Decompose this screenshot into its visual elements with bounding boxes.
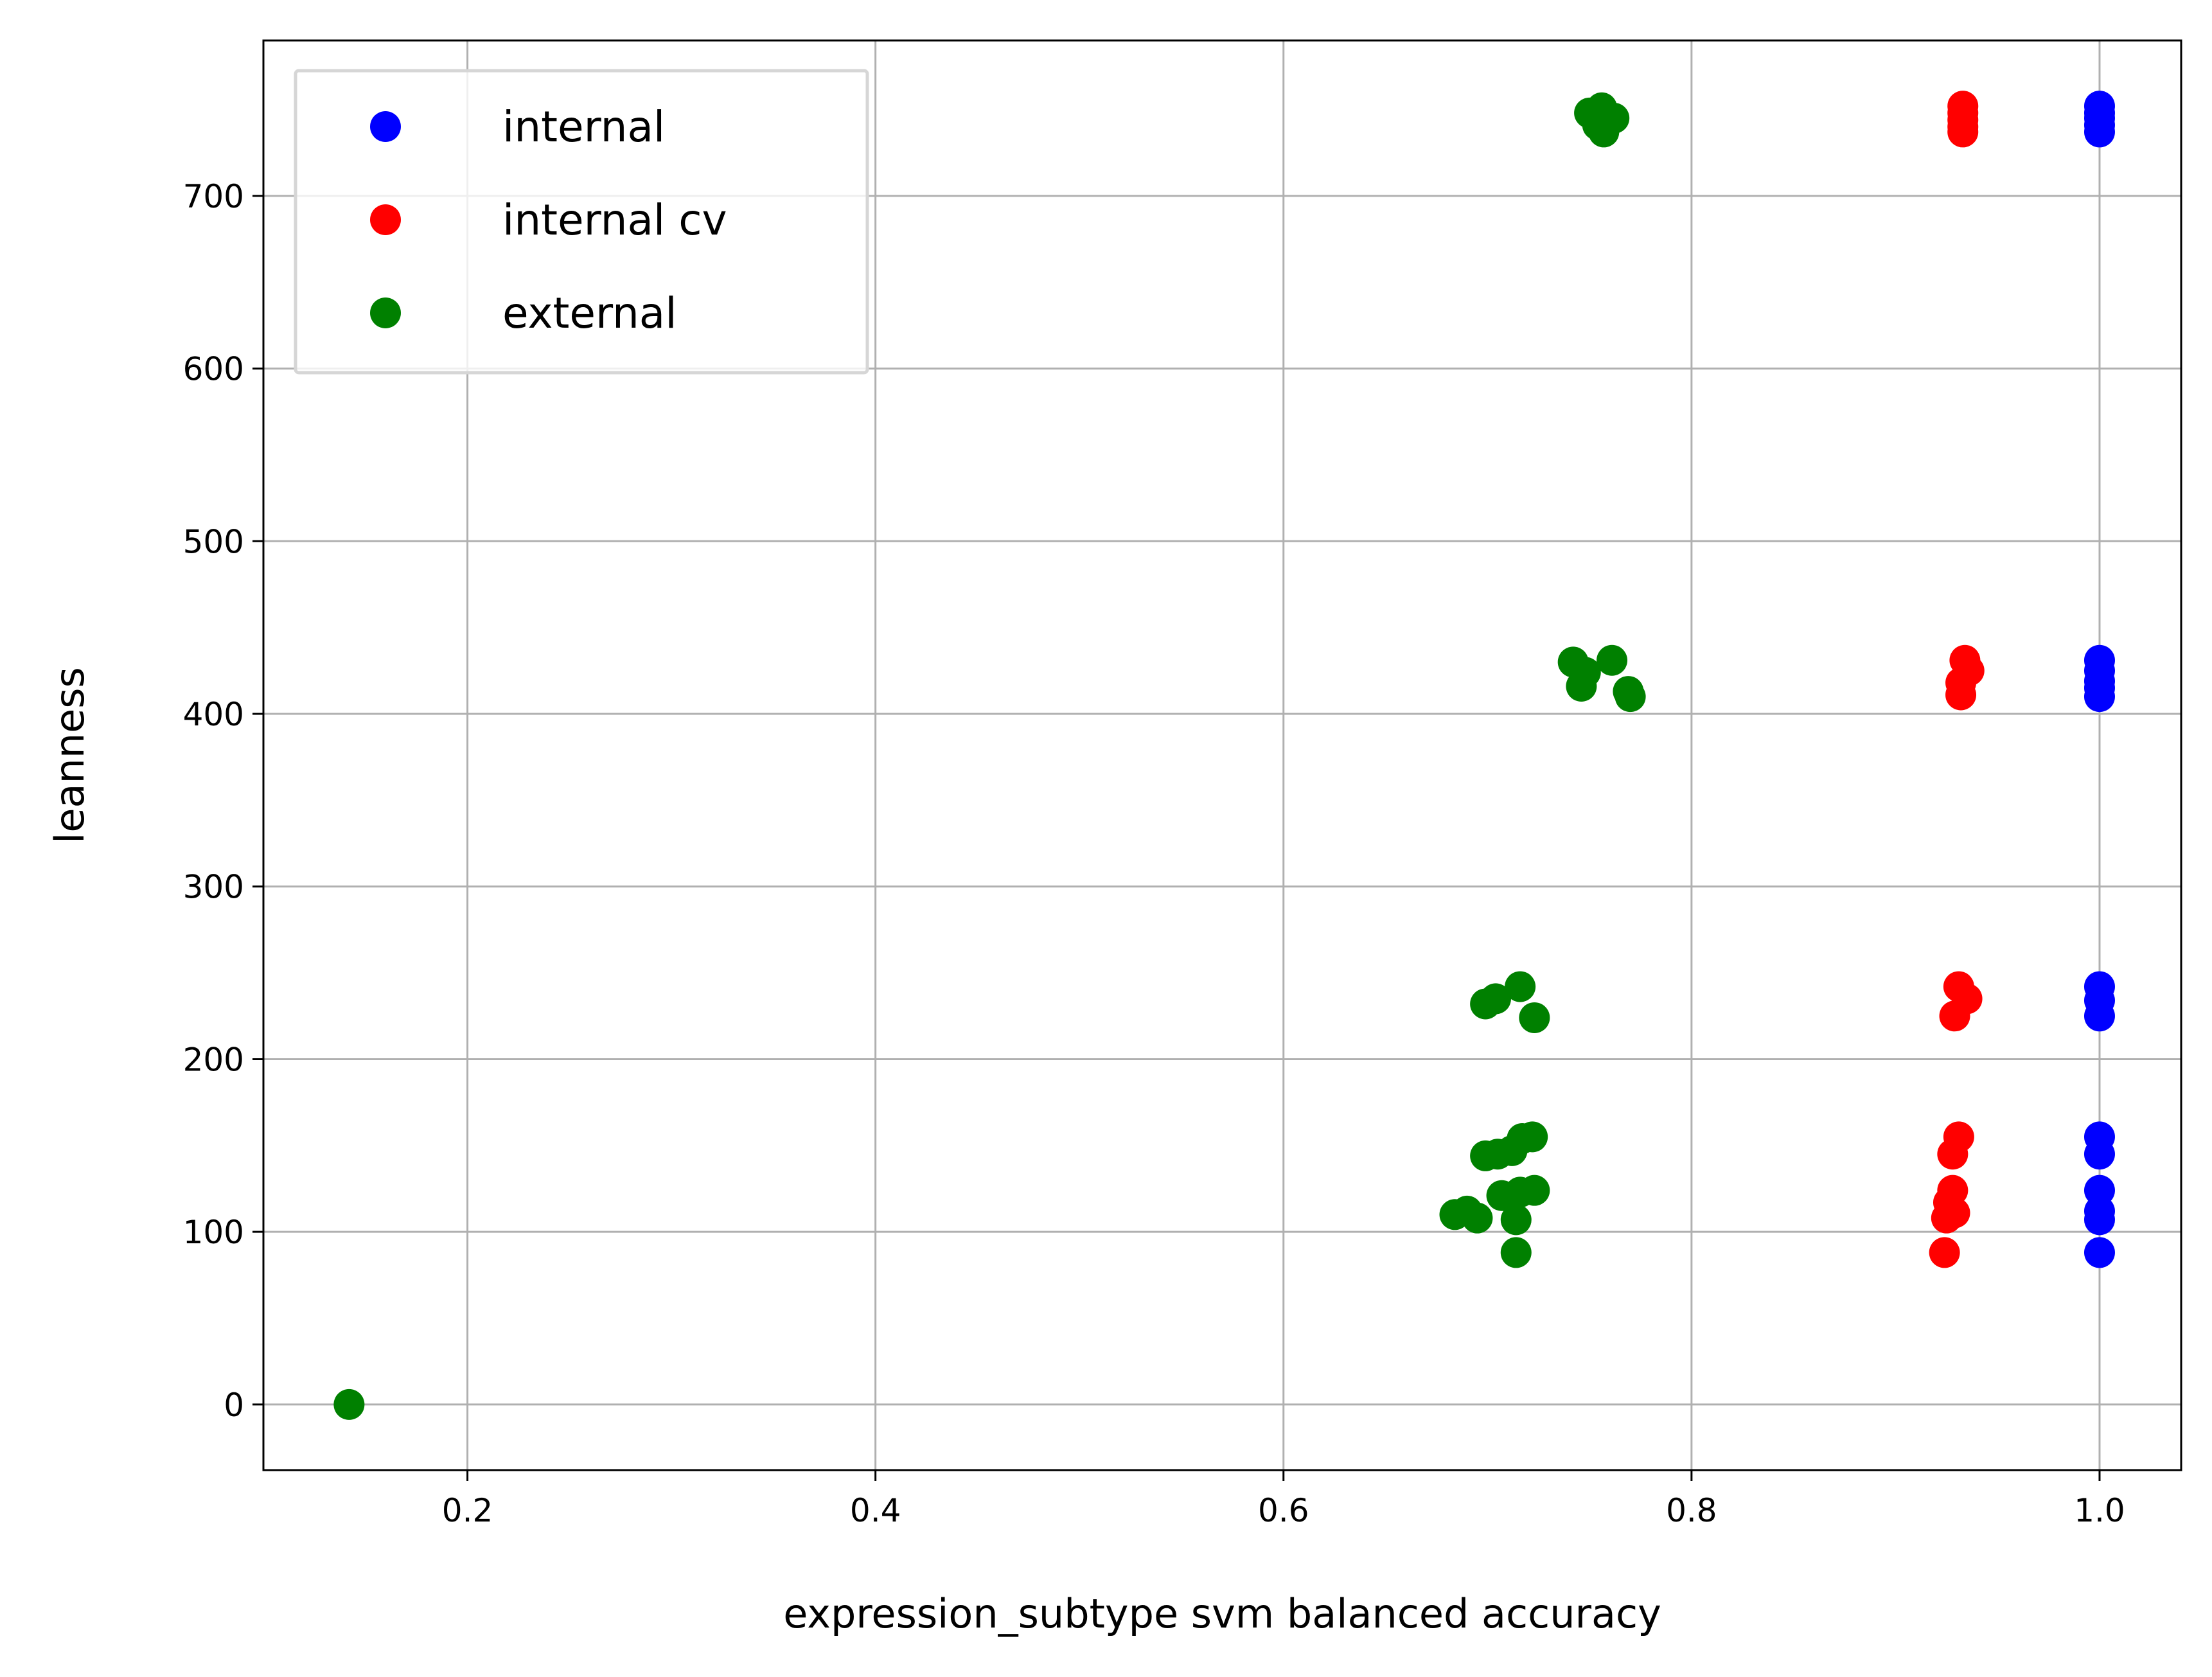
point-external <box>1500 1204 1532 1236</box>
point-external <box>333 1389 365 1420</box>
point-external <box>1517 1121 1548 1153</box>
point-internal-cv <box>1947 116 1979 148</box>
grid-lines <box>263 40 2181 1470</box>
point-internal-cv <box>1939 1000 1970 1032</box>
point-internal-cv <box>1937 1139 1969 1170</box>
y-tick-label: 0 <box>224 1387 244 1424</box>
data-points <box>333 91 2115 1420</box>
point-internal-cv <box>1929 1237 1960 1268</box>
point-internal <box>2084 681 2115 713</box>
point-external <box>1588 116 1620 148</box>
plot-frame <box>262 39 2182 1471</box>
y-tick-label: 500 <box>183 523 244 560</box>
point-external <box>1519 1002 1550 1033</box>
legend-marker-internal-cv <box>370 204 401 235</box>
legend-marker-internal <box>370 111 401 142</box>
legend-label-internal: internal <box>502 102 665 152</box>
y-axis-label: leanness <box>46 667 93 844</box>
y-axis-ticks: 0 100 200 300 400 500 600 700 <box>183 178 263 1424</box>
point-external <box>1505 971 1536 1002</box>
x-tick-label: 0.2 <box>442 1492 493 1529</box>
x-tick-label: 0.6 <box>1258 1492 1309 1529</box>
point-internal <box>2084 1000 2115 1032</box>
y-tick-label: 300 <box>183 869 244 906</box>
x-axis-ticks: 0.2 0.4 0.6 0.8 1.0 <box>442 1470 2125 1529</box>
legend-box <box>294 69 869 375</box>
point-external <box>1615 681 1646 713</box>
y-tick-label: 600 <box>183 351 244 388</box>
point-internal <box>2084 1139 2115 1170</box>
point-external <box>1480 983 1512 1015</box>
point-external <box>1500 1237 1532 1268</box>
point-internal <box>2084 1204 2115 1236</box>
legend-label-internal-cv: internal cv <box>502 195 727 245</box>
legend-marker-external <box>370 297 401 328</box>
legend: internal internal cv external <box>294 69 869 375</box>
y-tick-label: 700 <box>183 178 244 215</box>
legend-label-external: external <box>502 288 677 338</box>
point-external <box>1566 671 1597 702</box>
y-tick-label: 400 <box>183 696 244 733</box>
x-tick-label: 1.0 <box>2074 1492 2125 1529</box>
y-tick-label: 200 <box>183 1041 244 1078</box>
point-internal-cv <box>1945 679 1977 711</box>
point-external <box>1597 644 1628 676</box>
point-internal <box>2084 116 2115 148</box>
point-external <box>1462 1202 1493 1234</box>
x-tick-label: 0.8 <box>1666 1492 1717 1529</box>
y-tick-label: 100 <box>183 1214 244 1251</box>
x-tick-label: 0.4 <box>850 1492 901 1529</box>
x-axis-label: expression_subtype svm balanced accuracy <box>783 1590 1661 1637</box>
point-internal <box>2084 1237 2115 1268</box>
point-external <box>1519 1175 1550 1206</box>
point-internal-cv <box>1931 1202 1962 1234</box>
